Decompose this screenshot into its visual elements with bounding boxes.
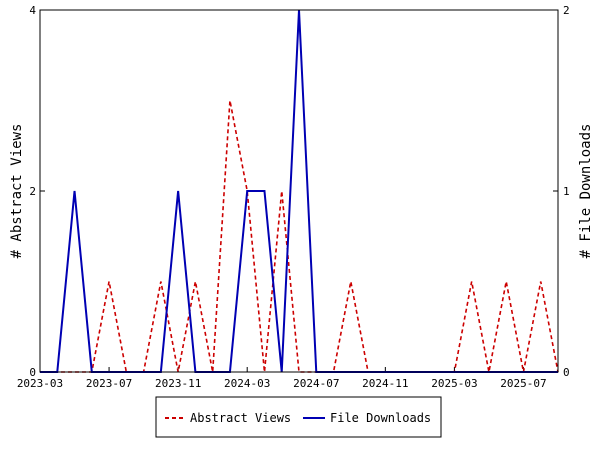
series-layer xyxy=(39,9,559,373)
legend-frame xyxy=(155,396,442,438)
series-line-file-downloads xyxy=(40,9,558,373)
x-tick-label: 2023-11 xyxy=(155,377,201,390)
y-left-tick-label: 0 xyxy=(29,366,36,379)
y-left-tick-label: 2 xyxy=(29,185,36,198)
x-tick-label: 2025-03 xyxy=(431,377,477,390)
legend-label-file-downloads: File Downloads xyxy=(330,411,431,425)
y-axis-right-label: # File Downloads xyxy=(578,124,594,259)
y-axis-left-label: # Abstract Views xyxy=(9,124,25,259)
y-right-tick-label: 1 xyxy=(563,185,570,198)
x-tick-label: 2023-03 xyxy=(17,377,63,390)
y-right-tick-label: 0 xyxy=(563,366,570,379)
ticks-layer: 0 2 4 0 1 2 2023-03 2023-07 2023-11 2024-03 2024-0… xyxy=(17,4,570,390)
y-right-tick-label: 2 xyxy=(563,4,570,17)
y-left-tick-label: 4 xyxy=(29,4,36,17)
x-tick-label: 2024-07 xyxy=(293,377,339,390)
plot-area-frame xyxy=(39,9,559,373)
x-tick-label: 2025-07 xyxy=(500,377,546,390)
series-line-abstract-views xyxy=(40,100,559,373)
legend: Abstract Views File Downloads xyxy=(155,396,442,438)
x-tick-label: 2024-03 xyxy=(224,377,270,390)
legend-label-abstract-views: Abstract Views xyxy=(190,411,291,425)
x-tick-label: 2023-07 xyxy=(86,377,132,390)
x-tick-label: 2024-11 xyxy=(362,377,408,390)
